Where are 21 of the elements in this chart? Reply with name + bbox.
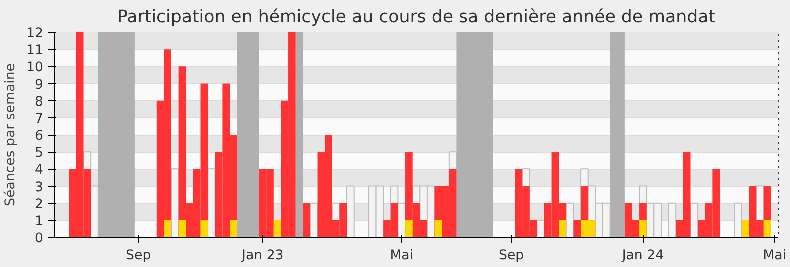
y-tick-label: 6 [35,129,44,144]
y-tick-label: 10 [26,60,44,76]
y-tick-label: 9 [35,78,44,93]
y-tick-label: 0 [35,232,44,246]
y-tick-label: 5 [35,146,44,162]
x-tick-label: Sep [126,248,152,264]
x-tick-label: Mai [763,248,787,264]
x-tick-label: Jan 24 [621,248,664,264]
chart-title: Participation en hémicycle au cours de sa dernière année de mandat [118,8,716,28]
y-tick-label: 7 [35,112,44,127]
y-tick-label: 2 [35,197,44,212]
y-axis-title: Séances par semaine [4,64,19,206]
y-tick-label: 3 [35,180,44,196]
y-tick-label: 11 [26,44,44,59]
y-tick-label: 12 [26,26,44,42]
y-tick-label: 8 [35,94,44,110]
x-tick-label: Sep [499,248,524,264]
x-tick-label: Jan 23 [241,248,284,264]
y-tick-label: 1 [35,214,44,230]
x-tick-label: Mai [390,248,414,264]
y-tick-label: 4 [35,163,44,178]
